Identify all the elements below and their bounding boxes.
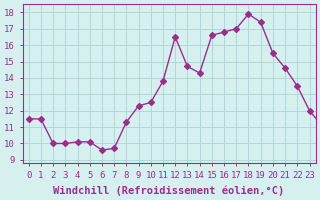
X-axis label: Windchill (Refroidissement éolien,°C): Windchill (Refroidissement éolien,°C): [53, 185, 285, 196]
